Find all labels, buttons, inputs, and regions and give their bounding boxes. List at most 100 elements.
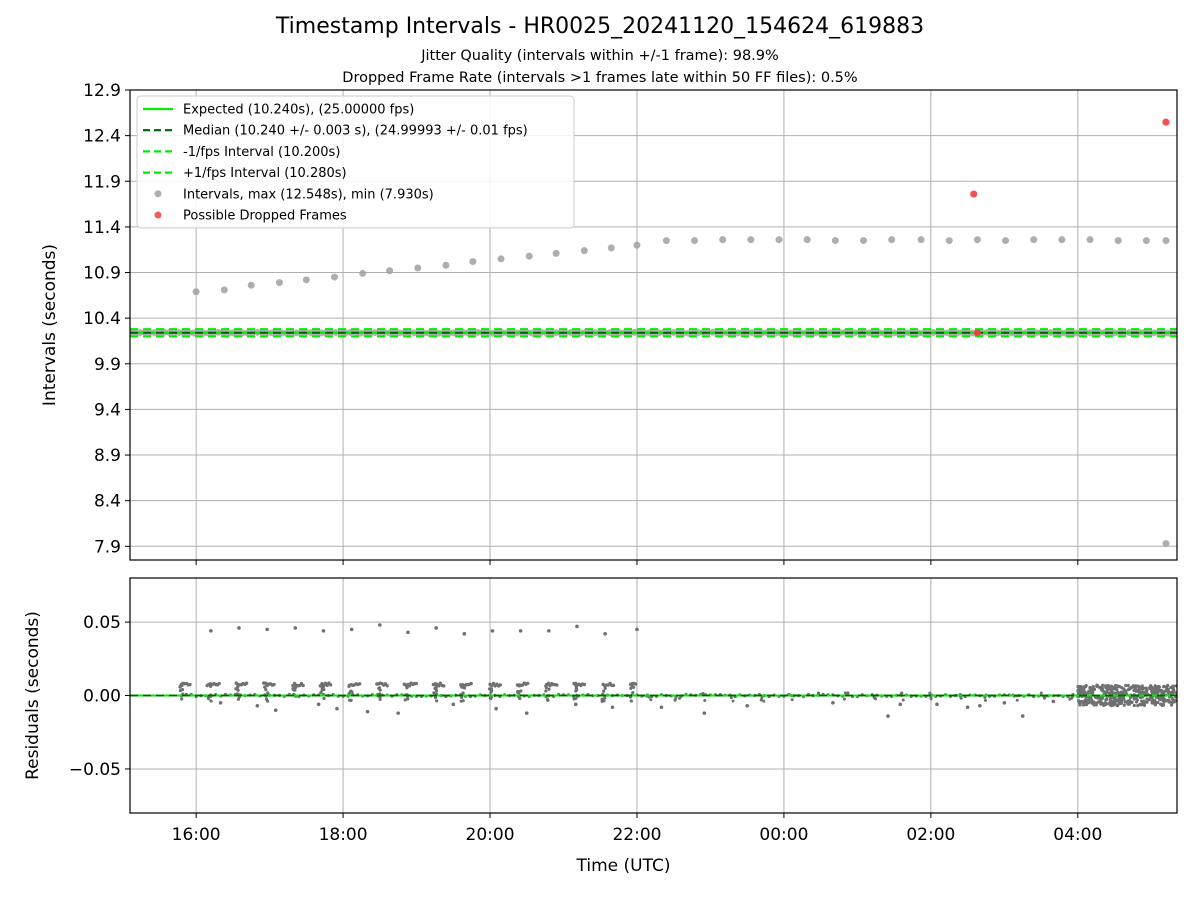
y-tick-label: −0.05: [69, 760, 121, 780]
residual-point: [1122, 703, 1126, 707]
residual-point: [217, 681, 221, 686]
residual-point: [729, 696, 733, 700]
residual-point: [574, 696, 578, 700]
legend-entry: Median (10.240 +/- 0.003 s), (24.99993 +…: [183, 124, 528, 139]
legend-entry: Intervals, max (12.548s), min (7.930s): [183, 187, 434, 202]
residual-point: [1126, 683, 1130, 688]
chart-subtitle-jitter: Jitter Quality (intervals within +/-1 fr…: [421, 48, 779, 64]
residual-point: [180, 683, 184, 688]
residual-point: [1142, 690, 1147, 694]
residual-point: [1080, 700, 1084, 704]
legend-entry: Possible Dropped Frames: [183, 209, 347, 224]
residual-point: [546, 681, 551, 686]
interval-point: [747, 236, 755, 244]
legend-swatch-dot: [154, 211, 162, 219]
residual-outlier: [659, 705, 664, 710]
residual-point: [319, 683, 323, 687]
residual-point: [842, 697, 846, 701]
residual-point: [1137, 690, 1142, 694]
residual-point: [1140, 699, 1144, 703]
residual-outlier: [396, 711, 400, 715]
residual-point: [1084, 683, 1088, 688]
residual-point: [928, 691, 932, 695]
residual-point: [1162, 697, 1167, 701]
x-tick-label: 20:00: [466, 825, 515, 845]
residual-point: [575, 688, 579, 692]
residual-point: [1136, 704, 1140, 708]
residual-point: [1145, 697, 1149, 701]
residual-point: [491, 681, 496, 686]
residual-point: [1083, 691, 1088, 695]
residual-point: [406, 697, 410, 701]
residual-point: [349, 698, 353, 703]
residual-point: [1166, 683, 1170, 687]
residual-point: [1128, 695, 1132, 699]
residual-point: [1153, 702, 1157, 707]
residuals-panel: 16:00 18:00 20:00 22:00 00:00 02:00 04:00 0.05 0…: [23, 577, 1178, 876]
residual-point: [180, 697, 184, 701]
y-tick-label: 9.4: [94, 400, 121, 420]
residual-point: [1100, 696, 1105, 700]
residual-point: [291, 687, 295, 691]
residual-point: [582, 682, 587, 687]
residual-outlier: [547, 629, 551, 633]
interval-point: [803, 236, 811, 244]
residual-outlier: [898, 702, 903, 707]
interval-point: [302, 276, 310, 284]
residual-point: [1086, 698, 1090, 703]
residual-point: [1153, 684, 1157, 688]
residual-outlier: [335, 706, 339, 711]
residual-point: [265, 682, 270, 686]
residual-point: [1087, 690, 1091, 694]
residual-point: [649, 698, 653, 702]
residual-point: [701, 691, 705, 695]
residual-point: [1108, 697, 1112, 702]
x-tick-label: 18:00: [319, 825, 368, 845]
intervals-axes-frame: [129, 89, 1178, 561]
residual-point: [1162, 684, 1166, 688]
residual-outlier: [518, 629, 523, 633]
dropped-frame-point: [970, 190, 978, 198]
x-tick-label: 16:00: [172, 825, 221, 845]
residual-outlier: [575, 624, 579, 629]
residual-point: [234, 687, 238, 691]
residual-point: [1150, 685, 1154, 689]
residual-point: [545, 697, 550, 702]
residual-point: [328, 683, 333, 687]
y-tick-label: 9.9: [94, 355, 121, 375]
y-tick-label: 11.9: [83, 172, 121, 192]
residual-outlier: [610, 705, 615, 710]
residual-point: [347, 684, 351, 689]
residual-point: [469, 681, 473, 686]
residual-outlier: [349, 627, 354, 632]
interval-point: [525, 252, 533, 260]
residual-point: [603, 696, 607, 700]
residual-point: [1132, 703, 1136, 708]
residual-point: [731, 699, 735, 703]
residual-point: [460, 684, 464, 689]
residual-outlier: [702, 711, 707, 715]
residual-point: [1039, 691, 1043, 695]
residual-point: [790, 698, 794, 702]
residual-point: [703, 698, 707, 702]
residual-point: [1156, 700, 1160, 705]
residual-point: [1159, 702, 1163, 706]
residual-point: [1104, 698, 1108, 702]
residual-point: [1164, 688, 1169, 692]
residual-point: [526, 681, 530, 686]
residual-outlier: [316, 702, 321, 707]
x-tick-label: 04:00: [1053, 825, 1102, 845]
residual-point: [207, 695, 211, 699]
interval-point: [1142, 237, 1150, 245]
residual-point: [1131, 684, 1136, 688]
interval-point: [945, 237, 953, 245]
residual-outlier: [265, 627, 269, 632]
interval-point: [1162, 237, 1170, 245]
residual-point: [1088, 687, 1092, 691]
residual-point: [433, 686, 437, 691]
interval-point: [860, 237, 868, 245]
residual-point: [983, 698, 987, 702]
residual-point: [1117, 702, 1121, 706]
chart-title: Timestamp Intervals - HR0025_20241120_15…: [275, 14, 925, 39]
residual-point: [547, 687, 551, 691]
